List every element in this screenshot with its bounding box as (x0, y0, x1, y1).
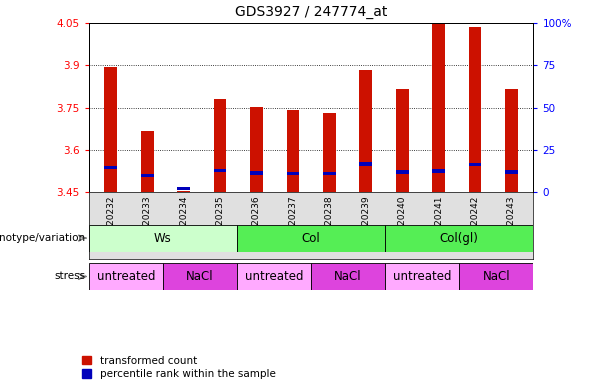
Bar (214, 169, 226, 172)
Bar (396, 89, 408, 192)
Text: GSM420233: GSM420233 (143, 195, 151, 250)
Legend: transformed count, percentile rank within the sample: transformed count, percentile rank withi… (82, 356, 275, 379)
Bar (505, 89, 518, 192)
Bar (177, 187, 190, 190)
Text: Col(gl): Col(gl) (440, 232, 479, 245)
Text: Ws: Ws (154, 232, 172, 245)
Bar (250, 107, 263, 192)
Bar (214, 99, 226, 192)
Bar (286, 172, 299, 175)
Bar (163, 263, 237, 290)
Bar (104, 67, 117, 192)
Text: GSM420242: GSM420242 (471, 195, 479, 250)
Bar (323, 172, 336, 175)
Text: GSM420241: GSM420241 (434, 195, 443, 250)
Bar (141, 174, 153, 177)
Text: untreated: untreated (245, 270, 303, 283)
Text: untreated: untreated (393, 270, 451, 283)
Bar (141, 131, 153, 192)
Text: genotype/variation: genotype/variation (0, 233, 86, 243)
Text: GSM420237: GSM420237 (288, 195, 297, 250)
Bar (469, 163, 481, 166)
Bar (237, 225, 385, 252)
Bar (286, 110, 299, 192)
Text: untreated: untreated (97, 270, 155, 283)
Text: NaCl: NaCl (186, 270, 214, 283)
Text: NaCl: NaCl (334, 270, 362, 283)
Text: GSM420236: GSM420236 (252, 195, 261, 250)
Bar (359, 162, 372, 166)
Text: NaCl: NaCl (482, 270, 510, 283)
Bar (89, 225, 237, 252)
Text: GSM420232: GSM420232 (106, 195, 115, 250)
Bar (104, 166, 117, 169)
Text: Col: Col (302, 232, 321, 245)
Bar (89, 263, 163, 290)
Bar (459, 263, 533, 290)
Text: GSM420243: GSM420243 (507, 195, 516, 250)
Bar (469, 27, 481, 192)
Bar (432, 169, 445, 172)
Bar (250, 171, 263, 175)
Bar (237, 263, 311, 290)
Title: GDS3927 / 247774_at: GDS3927 / 247774_at (235, 5, 387, 19)
Text: GSM420234: GSM420234 (179, 195, 188, 250)
Text: stress: stress (55, 271, 86, 281)
Bar (505, 170, 518, 174)
Bar (323, 113, 336, 192)
Bar (432, 23, 445, 192)
Bar (311, 263, 385, 290)
Bar (359, 70, 372, 192)
Text: GSM420239: GSM420239 (361, 195, 370, 250)
Text: GSM420235: GSM420235 (216, 195, 224, 250)
Bar (385, 225, 533, 252)
Text: GSM420240: GSM420240 (398, 195, 406, 250)
Text: GSM420238: GSM420238 (325, 195, 334, 250)
Bar (385, 263, 459, 290)
Bar (396, 170, 408, 174)
